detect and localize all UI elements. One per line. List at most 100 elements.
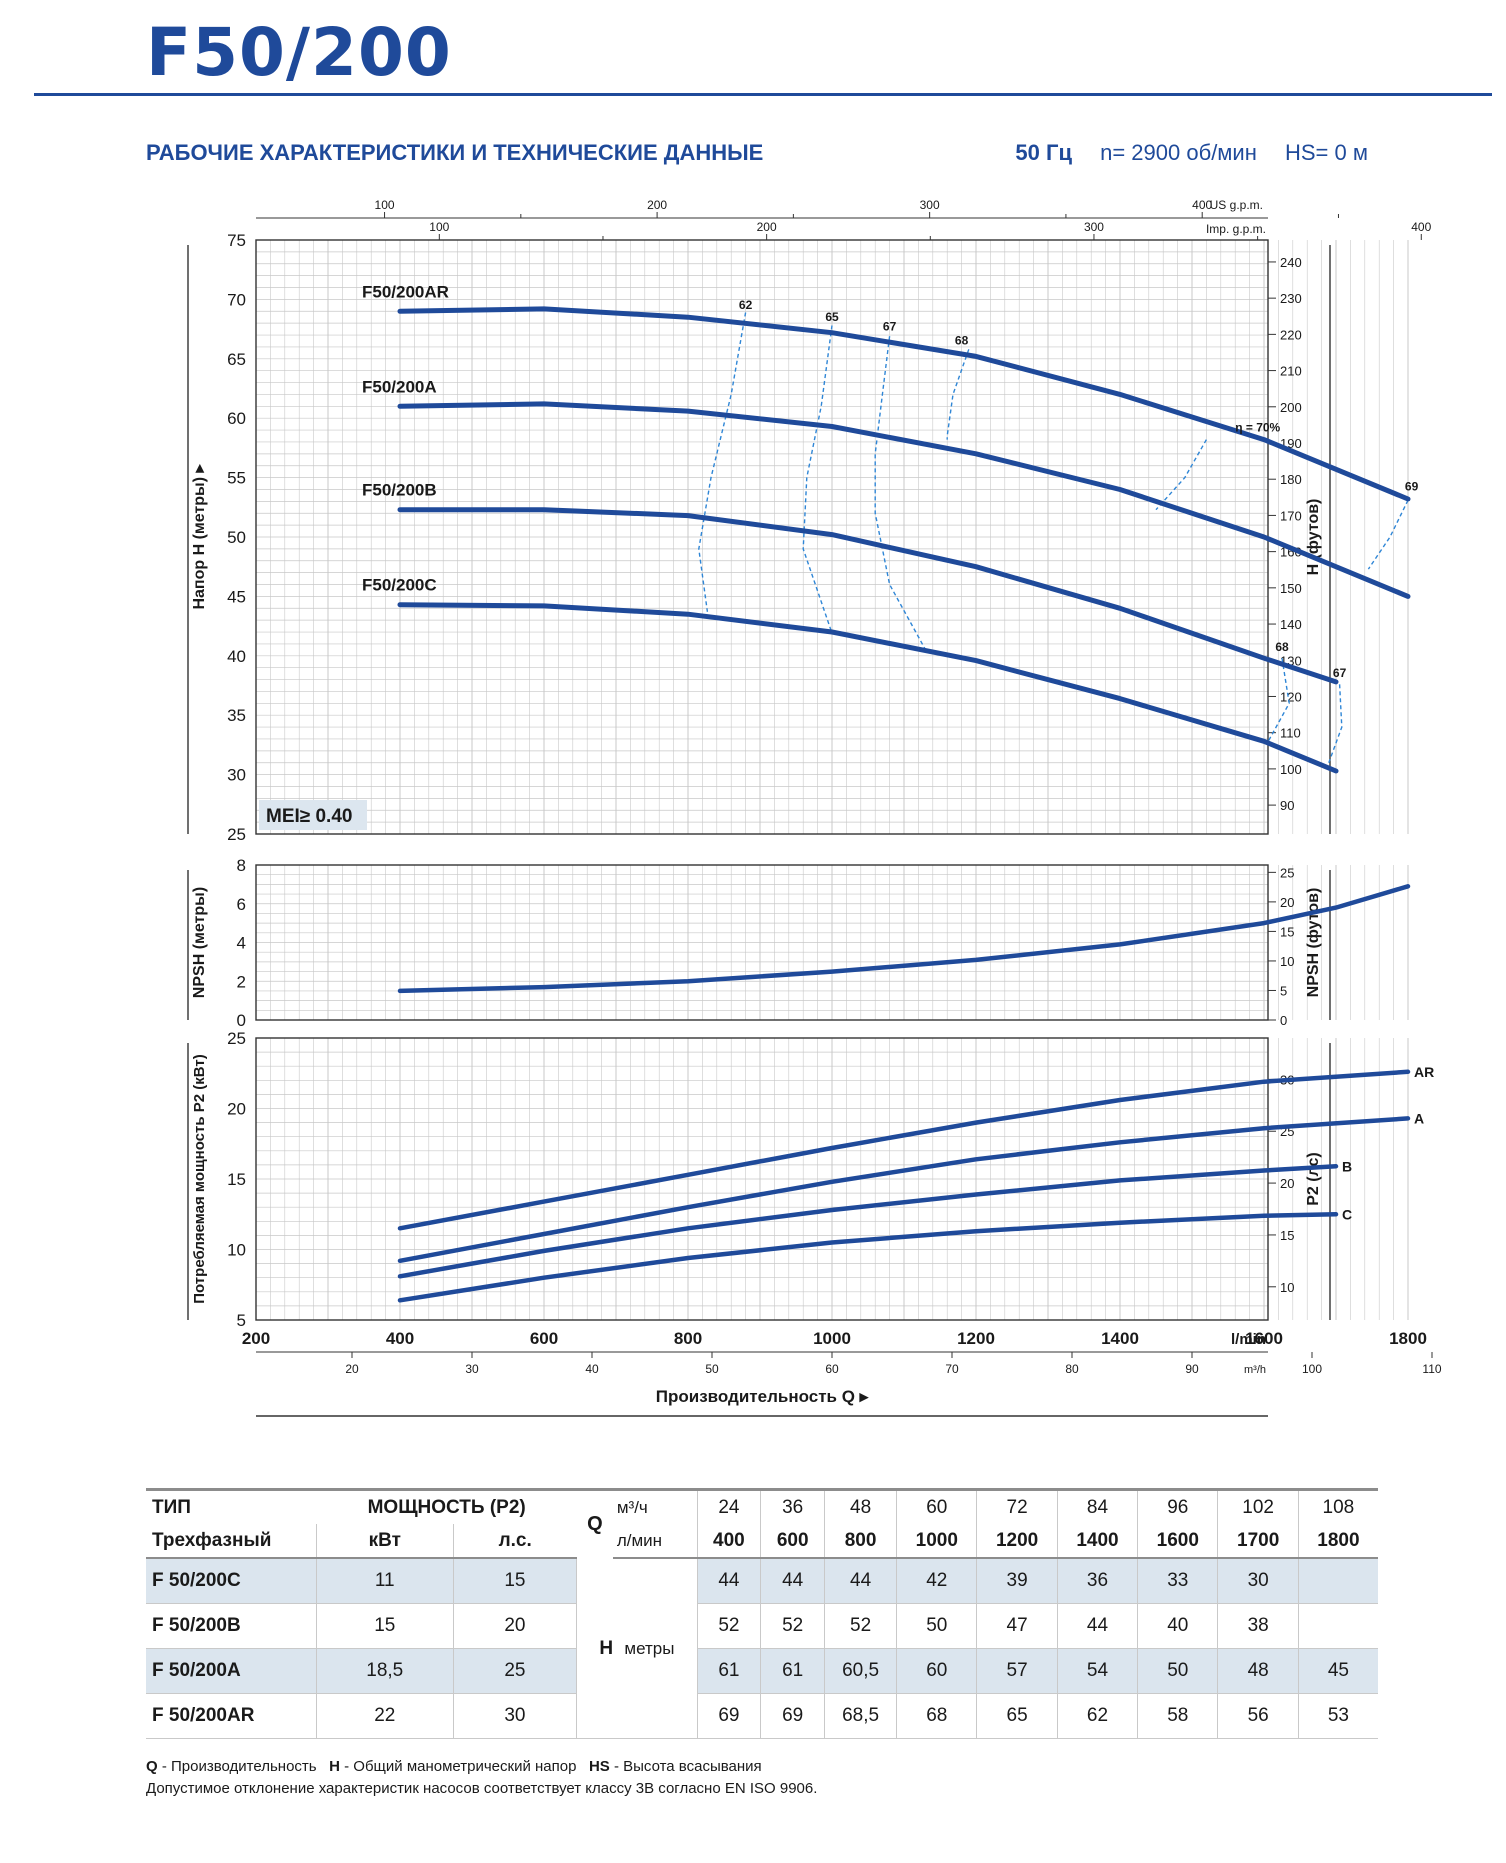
h-cell: 44 [760, 1558, 826, 1604]
power-y-tick: 15 [227, 1170, 246, 1189]
q-m3h-cell: 84 [1057, 1488, 1139, 1524]
h-cell: 69 [760, 1693, 826, 1739]
h-cell: 57 [976, 1648, 1058, 1694]
h-cell: 54 [1057, 1648, 1139, 1694]
hdr-q: Q [576, 1488, 613, 1558]
q-lmin-cell: 1000 [896, 1524, 978, 1559]
top-us-label: 200 [647, 198, 667, 212]
h-cell: 61 [697, 1648, 762, 1694]
h-cell: 33 [1137, 1558, 1219, 1604]
table-row: F 50/200B 15 20 52 52 52 50 47 44 40 38 [146, 1603, 1378, 1649]
head-y2-tick: 100 [1280, 762, 1302, 777]
q-lmin-cell: 1200 [976, 1524, 1058, 1559]
efficiency-isoline [1328, 684, 1343, 763]
efficiency-label: 68 [1275, 640, 1289, 654]
h-cell: 40 [1137, 1603, 1219, 1649]
speed-label: n= 2900 об/мин [1100, 140, 1257, 165]
h-cell: 52 [760, 1603, 826, 1649]
npsh-y-tick: 0 [237, 1011, 246, 1030]
h-cell [1298, 1603, 1378, 1649]
head-ylabel: Напор H (метры) ▸ [191, 464, 208, 610]
h-cell: 53 [1298, 1693, 1378, 1739]
model-cell: F 50/200A [146, 1648, 317, 1694]
x-tick-m3h: 80 [1065, 1362, 1079, 1376]
h-label-cell: H метры [576, 1558, 698, 1739]
npsh-y2-tick: 15 [1280, 924, 1294, 939]
hdr-type: ТИП [146, 1488, 317, 1524]
footnote-hs-text: - Высота всасывания [613, 1758, 762, 1775]
head-y2-tick: 140 [1280, 617, 1302, 632]
npsh-y-tick: 2 [237, 972, 246, 991]
h-key: H [599, 1637, 614, 1659]
footnote-q-text: - Производительность [161, 1758, 317, 1775]
top-imp-label: 300 [1084, 220, 1104, 234]
top-imp-label: 100 [429, 220, 449, 234]
efficiency-label: 68 [955, 334, 969, 348]
head-y2-tick: 220 [1280, 327, 1302, 342]
x-tick-m3h: 40 [585, 1362, 599, 1376]
h-cell: 52 [697, 1603, 762, 1649]
efficiency-isoline [802, 325, 833, 634]
power-curve-label: C [1342, 1206, 1352, 1222]
power-y-tick: 25 [227, 1029, 246, 1048]
table-row: F 50/200A 18,5 25 61 61 60,5 60 57 54 50… [146, 1648, 1378, 1694]
q-m3h-cell: 60 [896, 1488, 978, 1524]
h-cell: 44 [1057, 1603, 1139, 1649]
x-unit-lmin: l/min [1231, 1331, 1266, 1348]
top-imp-label: 400 [1411, 220, 1431, 234]
head-y-tick: 65 [227, 350, 246, 369]
page-title: F50/200 [146, 14, 452, 91]
efficiency-isoline [874, 336, 927, 651]
head-y2-tick: 210 [1280, 364, 1302, 379]
efficiency-isoline [1367, 499, 1409, 570]
hp-cell: 30 [453, 1693, 578, 1739]
h-cell: 38 [1217, 1603, 1299, 1649]
head-y-tick: 70 [227, 290, 246, 309]
head-y2-tick: 180 [1280, 472, 1302, 487]
suction-height-label: HS= 0 м [1285, 140, 1368, 165]
efficiency-isoline [698, 312, 747, 612]
efficiency-label: 62 [739, 298, 753, 312]
x-tick-m3h: 100 [1302, 1362, 1322, 1376]
efficiency-isoline [946, 349, 970, 440]
q-lmin-cell: 600 [760, 1524, 826, 1559]
power-y-tick: 10 [227, 1241, 246, 1260]
head-y-tick: 30 [227, 766, 246, 785]
q-m3h-cell: 108 [1298, 1488, 1378, 1524]
hp-cell: 15 [453, 1558, 578, 1604]
q-lmin-cell: 400 [697, 1524, 762, 1559]
x-tick-lmin: 1800 [1389, 1329, 1427, 1348]
kw-cell: 22 [316, 1693, 454, 1739]
h-cell [1298, 1558, 1378, 1604]
plot-frame [255, 864, 1269, 1021]
h-cell: 69 [697, 1693, 762, 1739]
kw-cell: 11 [316, 1558, 454, 1604]
power-curve-a [397, 1116, 1411, 1264]
x-tick-lmin: 800 [674, 1329, 702, 1348]
efficiency-label: 67 [1333, 666, 1347, 680]
footnote-line-1: Q - Производительность H - Общий маномет… [146, 1756, 817, 1778]
efficiency-label: 65 [825, 310, 839, 324]
npsh-y-tick: 8 [237, 856, 246, 875]
npsh-y2-tick: 20 [1280, 895, 1294, 910]
top-imp-label: 200 [757, 220, 777, 234]
x-tick-m3h: 110 [1422, 1362, 1441, 1376]
table-row: F 50/200AR 22 30 69 69 68,5 68 65 62 58 … [146, 1693, 1378, 1739]
h-cell: 60 [896, 1648, 978, 1694]
power-y-tick: 5 [237, 1311, 246, 1330]
head-y2-tick: 150 [1280, 581, 1302, 596]
q-m3h-cell: 24 [697, 1488, 762, 1524]
power-curve-b [397, 1164, 1339, 1279]
hp-cell: 20 [453, 1603, 578, 1649]
x-tick-m3h: 60 [825, 1362, 839, 1376]
npsh-ylabel: NPSH (метры) [191, 887, 208, 998]
head-curve-f50/200ar [397, 306, 1411, 502]
top-us-unit: US g.p.m. [1210, 198, 1263, 212]
head-y-tick: 40 [227, 647, 246, 666]
h-cell: 56 [1217, 1693, 1299, 1739]
power-ylabel: Потребляемая мощность P2 (кВт) [191, 1054, 208, 1304]
head-y2-tick: 230 [1280, 291, 1302, 306]
footnote-q-key: Q [146, 1758, 158, 1775]
head-y2label: H (футов) [1305, 499, 1322, 576]
plot-frame [255, 1037, 1269, 1321]
